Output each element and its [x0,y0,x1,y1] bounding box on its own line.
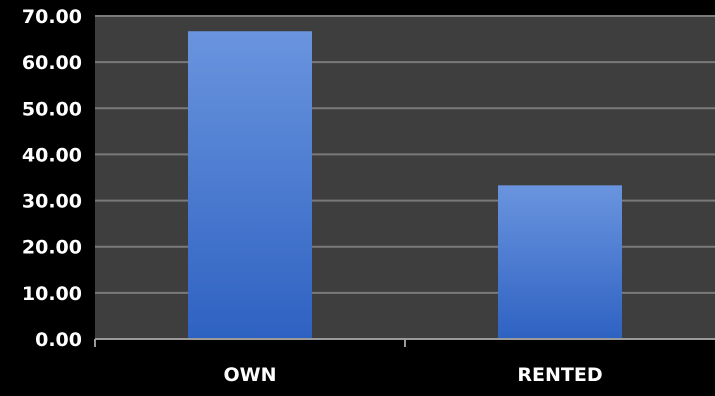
y-tick-label: 60.00 [22,52,82,74]
y-tick-label: 30.00 [22,191,82,213]
y-tick-label: 20.00 [22,237,82,259]
bars [188,31,622,339]
x-axis-tick-labels: OWN RENTED [223,364,602,386]
y-tick-label: 10.00 [22,283,82,305]
bar-own [188,31,312,339]
bar-rented [498,185,622,339]
x-tick-label-rented: RENTED [517,364,602,386]
x-axis [94,338,715,347]
y-axis-tick-labels: 0.00 10.00 20.00 30.00 40.00 50.00 60.00 70.00 [22,6,82,351]
y-tick-label: 0.00 [35,329,82,351]
y-tick-label: 50.00 [22,98,82,120]
y-tick-label: 70.00 [22,6,82,28]
y-tick-label: 40.00 [22,144,82,166]
x-tick-label-own: OWN [223,364,276,386]
